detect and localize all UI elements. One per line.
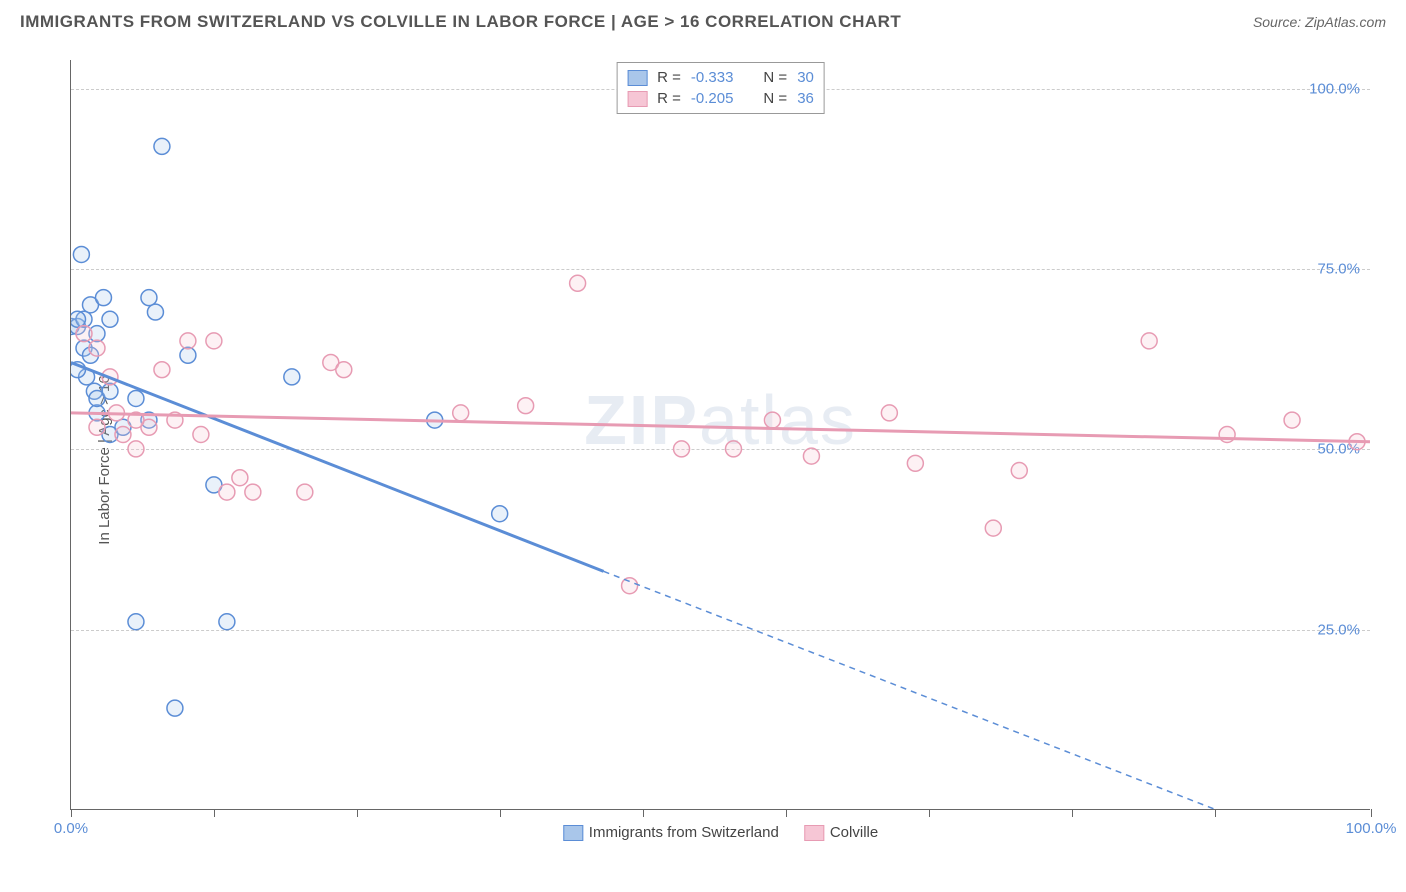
data-point <box>89 419 105 435</box>
data-point <box>128 614 144 630</box>
data-point <box>128 391 144 407</box>
data-point <box>622 578 638 594</box>
legend-r-value: -0.333 <box>691 69 734 86</box>
x-tick <box>786 809 787 817</box>
legend-r-value: -0.205 <box>691 90 734 107</box>
legend-r-label: R = <box>657 90 681 107</box>
series-legend: Immigrants from Switzerland Colville <box>563 824 878 841</box>
data-point <box>89 340 105 356</box>
data-point <box>284 369 300 385</box>
x-tick <box>357 809 358 817</box>
data-point <box>297 484 313 500</box>
legend-swatch <box>804 825 824 841</box>
legend-r-label: R = <box>657 69 681 86</box>
data-point <box>1141 333 1157 349</box>
series-legend-item: Immigrants from Switzerland <box>563 824 779 841</box>
page-title: IMMIGRANTS FROM SWITZERLAND VS COLVILLE … <box>20 12 901 32</box>
x-tick-label: 100.0% <box>1346 820 1397 837</box>
series-legend-item: Colville <box>804 824 878 841</box>
data-point <box>154 138 170 154</box>
data-point <box>154 362 170 378</box>
x-tick <box>929 809 930 817</box>
data-point <box>193 427 209 443</box>
x-tick <box>71 809 72 817</box>
data-point <box>102 311 118 327</box>
data-point <box>180 347 196 363</box>
data-point <box>336 362 352 378</box>
stats-legend-row: R = -0.205 N = 36 <box>627 88 814 109</box>
data-point <box>141 290 157 306</box>
data-point <box>1284 412 1300 428</box>
data-point <box>674 441 690 457</box>
data-point <box>73 246 89 262</box>
legend-n-label: N = <box>763 90 787 107</box>
data-point <box>803 448 819 464</box>
x-tick <box>214 809 215 817</box>
data-point <box>95 290 111 306</box>
data-point <box>570 275 586 291</box>
data-point <box>147 304 163 320</box>
legend-swatch <box>627 70 647 86</box>
plot-area: ZIPatlas R =-0.333N =30R =-0.205N =36 Im… <box>70 60 1370 810</box>
series-label: Colville <box>830 824 878 841</box>
data-point <box>881 405 897 421</box>
legend-swatch <box>563 825 583 841</box>
correlation-chart: In Labor Force | Age > 16 ZIPatlas R =-0… <box>20 50 1386 870</box>
data-point <box>71 311 85 327</box>
data-point <box>492 506 508 522</box>
legend-n-value: 30 <box>797 69 814 86</box>
data-point <box>180 333 196 349</box>
source-label: Source: ZipAtlas.com <box>1253 14 1386 30</box>
data-point <box>206 333 222 349</box>
data-point <box>128 441 144 457</box>
data-point <box>1011 463 1027 479</box>
data-point <box>76 326 92 342</box>
x-tick-label: 0.0% <box>54 820 88 837</box>
x-tick <box>500 809 501 817</box>
stats-legend: R = -0.333 N = 30 R = -0.205 N = 36 <box>616 62 825 114</box>
trend-line-extrapolated <box>604 571 1215 809</box>
data-point <box>725 441 741 457</box>
x-tick <box>1072 809 1073 817</box>
data-point <box>219 484 235 500</box>
scatter-svg <box>71 60 1370 809</box>
data-point <box>245 484 261 500</box>
data-point <box>115 427 131 443</box>
trend-line <box>71 362 604 571</box>
series-label: Immigrants from Switzerland <box>589 824 779 841</box>
data-point <box>453 405 469 421</box>
data-point <box>232 470 248 486</box>
x-tick <box>1215 809 1216 817</box>
data-point <box>764 412 780 428</box>
data-point <box>985 520 1001 536</box>
data-point <box>102 383 118 399</box>
x-tick <box>643 809 644 817</box>
data-point <box>167 700 183 716</box>
legend-n-label: N = <box>763 69 787 86</box>
x-tick <box>1371 809 1372 817</box>
data-point <box>518 398 534 414</box>
data-point <box>907 455 923 471</box>
legend-swatch <box>627 91 647 107</box>
stats-legend-row: R = -0.333 N = 30 <box>627 67 814 88</box>
legend-n-value: 36 <box>797 90 814 107</box>
data-point <box>219 614 235 630</box>
